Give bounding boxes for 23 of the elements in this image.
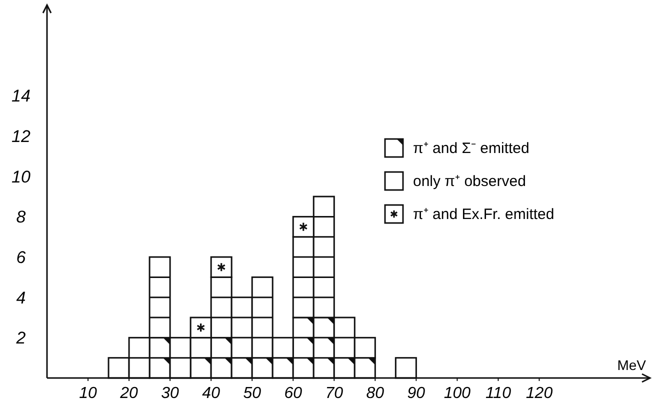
x-tick-label: 40 bbox=[202, 385, 220, 402]
x-tick-label: 60 bbox=[284, 385, 302, 402]
y-tick-label: 12 bbox=[12, 127, 31, 146]
y-tick-label: 4 bbox=[16, 288, 26, 308]
x-tick-label: 10 bbox=[79, 385, 98, 402]
y-tick-label: 14 bbox=[12, 86, 30, 106]
x-tick-label: 90 bbox=[407, 385, 426, 402]
y-tick-label: 6 bbox=[16, 248, 26, 268]
x-tick-label: 50 bbox=[243, 385, 262, 402]
x-tick-label: 80 bbox=[366, 385, 384, 402]
x-tick-label: 120 bbox=[526, 385, 553, 402]
y-tick-label: 10 bbox=[12, 167, 31, 186]
x-tick-label: 110 bbox=[485, 385, 512, 402]
y-tick-label: 8 bbox=[16, 208, 26, 227]
legend-label: π⁺ and Ex.Fr. emitted bbox=[413, 206, 554, 223]
x-tick-label: 30 bbox=[161, 385, 180, 402]
x-tick-label: 70 bbox=[325, 385, 344, 402]
y-tick-label: 2 bbox=[15, 328, 26, 348]
legend-label: π⁺ and Σ⁻ emitted bbox=[413, 140, 530, 157]
legend-label: only π⁺ observed bbox=[413, 173, 526, 190]
x-tick-label: 20 bbox=[119, 385, 138, 402]
x-axis-title: MeV bbox=[617, 357, 647, 373]
x-tick-label: 100 bbox=[444, 385, 471, 402]
